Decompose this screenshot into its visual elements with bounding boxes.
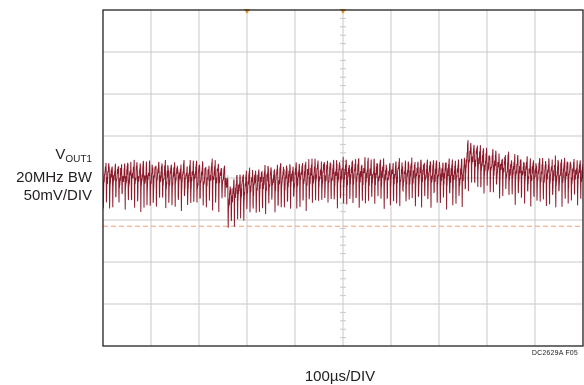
channel-label: VOUT1 20MHz BW 50mV/DIV (4, 146, 92, 205)
plot-frame (102, 9, 584, 347)
channel-bandwidth: 20MHz BW (16, 169, 92, 186)
horizontal-scale-label: 100µs/DIV (304, 368, 376, 385)
channel-name: VOUT1 (55, 146, 92, 165)
figure-id: DC2629A F05 (531, 350, 578, 357)
channel-vertical-scale: 50mV/DIV (23, 187, 92, 204)
vout1-waveform-trace (102, 140, 584, 228)
